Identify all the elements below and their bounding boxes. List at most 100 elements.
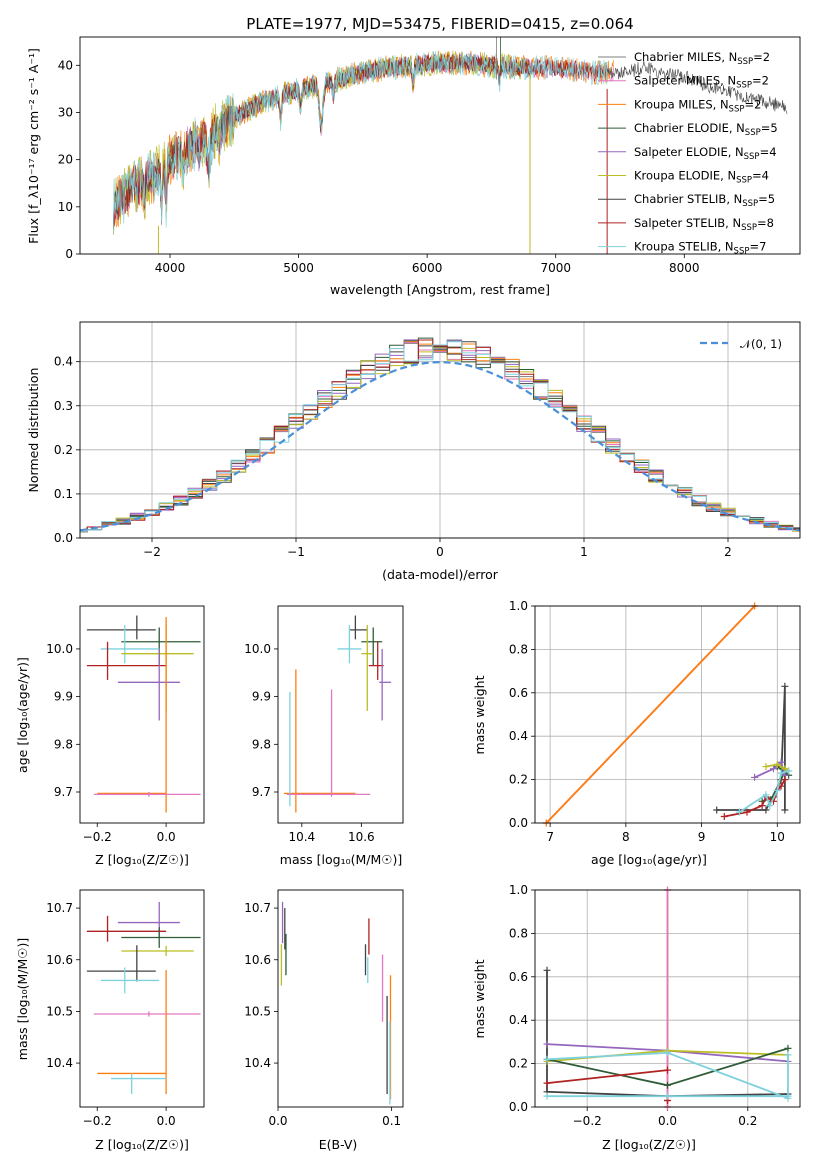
weight-marker xyxy=(664,1092,671,1100)
x-tick-label: 0.1 xyxy=(382,1114,401,1128)
x-tick-label: 2 xyxy=(724,545,732,559)
z-weight-ylabel: mass weight xyxy=(472,959,487,1038)
weight-marker xyxy=(770,765,777,773)
weight-marker xyxy=(664,1066,671,1074)
histogram-series-8 xyxy=(80,339,800,533)
x-tick-label: 7 xyxy=(546,830,554,844)
legend-label-8: Salpeter STELIB, NSSP=8 xyxy=(634,216,774,233)
weight-marker xyxy=(543,1040,551,1048)
age-weight-ylabel: mass weight xyxy=(472,675,487,754)
y-tick-label: 0.4 xyxy=(54,355,73,369)
x-tick-label: 1 xyxy=(580,545,588,559)
y-tick-label: 40 xyxy=(58,58,73,72)
weight-marker xyxy=(543,1092,551,1100)
residual-histogram-panel: (data-model)/error Normed distribution −… xyxy=(26,321,801,582)
legend-label-4: Chabrier ELODIE, NSSP=5 xyxy=(634,121,778,138)
histogram-xlabel: (data-model)/error xyxy=(382,567,499,582)
weight-marker xyxy=(664,1049,671,1057)
weight-series-2 xyxy=(545,606,756,823)
weight-marker xyxy=(664,1081,671,1089)
y-tick-label: 9.7 xyxy=(54,785,73,799)
z-vs-mass-panel: Z [log₁₀(Z/Z☉)] mass [log₁₀(M/M☉)] −0.2 0… xyxy=(15,889,205,1152)
x-tick-label: −0.2 xyxy=(573,1114,602,1128)
mass-vs-age-panel: mass [log₁₀(M/M☉)] 10.4 10.6 9.7 9.8 9.9 10.0 xyxy=(244,605,404,867)
legend-label-6: Kroupa ELODIE, NSSP=4 xyxy=(634,169,769,186)
y-tick-label: 10.0 xyxy=(244,642,271,656)
x-tick-label: 0 xyxy=(436,545,444,559)
z-weight-xlabel: Z [log₁₀(Z/Z☉)] xyxy=(602,1137,696,1152)
weight-marker xyxy=(766,802,774,810)
axes-frame xyxy=(534,605,801,824)
weight-series-1 xyxy=(546,970,789,1098)
z-age-ylabel: age [log₁₀(age/yr)] xyxy=(15,657,30,773)
histogram-series-9 xyxy=(80,341,800,533)
x-tick-label: 0.0 xyxy=(157,830,176,844)
y-tick-label: 0.4 xyxy=(509,1013,528,1027)
y-tick-label: 10.6 xyxy=(46,953,73,967)
axes-frame xyxy=(534,889,801,1108)
y-tick-label: 0.0 xyxy=(509,1100,528,1114)
weight-marker xyxy=(781,806,789,814)
x-tick-label: 8000 xyxy=(669,261,700,275)
ebv-mass-xlabel: E(B-V) xyxy=(319,1137,358,1152)
mass-age-xlabel: mass [log₁₀(M/M☉)] xyxy=(280,852,402,867)
weight-marker xyxy=(784,1094,792,1102)
weight-marker xyxy=(784,1044,792,1052)
legend-label-1: Chabrier MILES, NSSP=2 xyxy=(634,50,770,67)
x-tick-label: 6000 xyxy=(412,261,443,275)
x-tick-label: 0.0 xyxy=(658,1114,677,1128)
y-tick-label: 9.9 xyxy=(54,690,73,704)
axes-frame xyxy=(79,605,205,824)
y-tick-label: 0.3 xyxy=(54,399,73,413)
y-tick-label: 10.7 xyxy=(244,901,271,915)
x-tick-label: 5000 xyxy=(283,261,314,275)
ebv-vs-mass-panel: E(B-V) 0.0 0.1 10.4 10.5 10.6 10.7 xyxy=(244,889,404,1152)
axes-frame xyxy=(79,889,205,1108)
axes-frame xyxy=(79,321,801,539)
weight-marker xyxy=(785,767,793,775)
legend-label-9: Kroupa STELIB, NSSP=7 xyxy=(634,240,766,257)
age-weight-xlabel: age [log₁₀(age/yr)] xyxy=(591,852,707,867)
weight-marker xyxy=(762,763,770,771)
x-tick-label: 0.0 xyxy=(268,1114,287,1128)
legend-label-2: Salpeter MILES, NSSP=2 xyxy=(634,74,769,91)
x-tick-label: −0.2 xyxy=(83,830,112,844)
z-vs-age-panel: Z [log₁₀(Z/Z☉)] age [log₁₀(age/yr)] −0.2… xyxy=(15,605,205,867)
x-tick-label: 8 xyxy=(622,830,630,844)
axes-frame xyxy=(277,889,404,1108)
weight-series-7 xyxy=(724,779,786,818)
y-tick-label: 10.6 xyxy=(244,953,271,967)
weight-marker xyxy=(720,812,728,820)
y-tick-label: 10.5 xyxy=(244,1004,271,1018)
weight-marker xyxy=(784,1051,792,1059)
y-tick-label: 0.2 xyxy=(509,773,528,787)
histogram-legend-label: 𝒩(0, 1) xyxy=(740,337,782,351)
x-tick-label: 4000 xyxy=(155,261,186,275)
x-tick-label: −2 xyxy=(143,545,161,559)
z-mass-xlabel: Z [log₁₀(Z/Z☉)] xyxy=(95,1137,189,1152)
spectrum-xlabel: wavelength [Angstrom, rest frame] xyxy=(330,282,550,297)
spectrum-panel: PLATE=1977, MJD=53475, FIBERID=0415, z=0… xyxy=(26,15,801,297)
histogram-ylabel: Normed distribution xyxy=(26,368,41,493)
weight-marker xyxy=(543,966,551,974)
x-tick-label: 0.0 xyxy=(157,1114,176,1128)
y-tick-label: 0 xyxy=(65,247,73,261)
weight-marker xyxy=(543,1055,551,1063)
y-tick-label: 9.9 xyxy=(252,690,271,704)
z-age-xlabel: Z [log₁₀(Z/Z☉)] xyxy=(95,852,189,867)
x-tick-label: −0.2 xyxy=(83,1114,112,1128)
weight-series-7 xyxy=(546,1069,668,1084)
y-tick-label: 0.0 xyxy=(509,816,528,830)
y-tick-label: 20 xyxy=(58,153,73,167)
y-tick-label: 1.0 xyxy=(509,883,528,897)
x-tick-label: 10 xyxy=(770,830,785,844)
weight-marker xyxy=(773,760,781,768)
z-mass-ylabel: mass [log₁₀(M/M☉)] xyxy=(15,938,30,1060)
weight-marker xyxy=(735,808,743,816)
z-weight-panel: Z [log₁₀(Z/Z☉)] mass weight −0.2 0.0 0.2 0.… xyxy=(472,883,801,1152)
y-tick-label: 0.6 xyxy=(509,970,528,984)
y-tick-label: 10.4 xyxy=(244,1056,271,1070)
histogram-series-6 xyxy=(80,347,800,533)
weight-marker xyxy=(777,769,785,777)
y-tick-label: 10 xyxy=(58,200,73,214)
